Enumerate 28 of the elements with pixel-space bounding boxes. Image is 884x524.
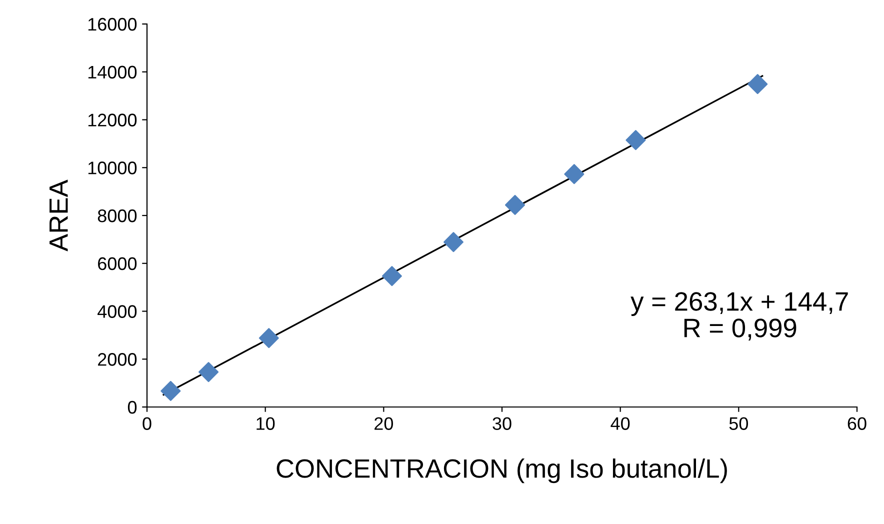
y-tick-label: 10000 (88, 162, 137, 174)
point (443, 232, 464, 252)
point (564, 164, 584, 184)
point (160, 380, 181, 401)
y-tick-label: 16000 (88, 18, 137, 31)
x-axis-title: CONCENTRACION (mg Iso butanol/L) (276, 458, 727, 484)
x-tick-label: 40 (610, 417, 630, 430)
y-tick-label: 0 (128, 400, 137, 414)
annotation: y = 263,1x + 144,7 R = 0,999 (630, 292, 848, 340)
x-tick-label: 60 (848, 417, 866, 430)
y-tick-label: 2000 (98, 353, 137, 366)
point (198, 362, 219, 382)
y-tick-label: 12000 (88, 114, 137, 126)
x-tick-label: 0 (142, 417, 152, 430)
y-tick-label: 6000 (98, 257, 137, 270)
point (382, 266, 402, 286)
y-tick-label: 8000 (98, 209, 137, 222)
point (505, 194, 526, 215)
point (748, 74, 768, 94)
y-axis-title: AREA (50, 180, 68, 252)
y-tick-label: 14000 (88, 66, 137, 79)
point (258, 328, 279, 348)
y-tick-label: 4000 (98, 305, 137, 318)
x-tick-label: 50 (729, 417, 748, 430)
x-tick-label: 20 (374, 417, 394, 430)
point (626, 130, 646, 150)
x-tick-label: 10 (256, 417, 275, 430)
x-tick-label: 30 (492, 417, 512, 430)
